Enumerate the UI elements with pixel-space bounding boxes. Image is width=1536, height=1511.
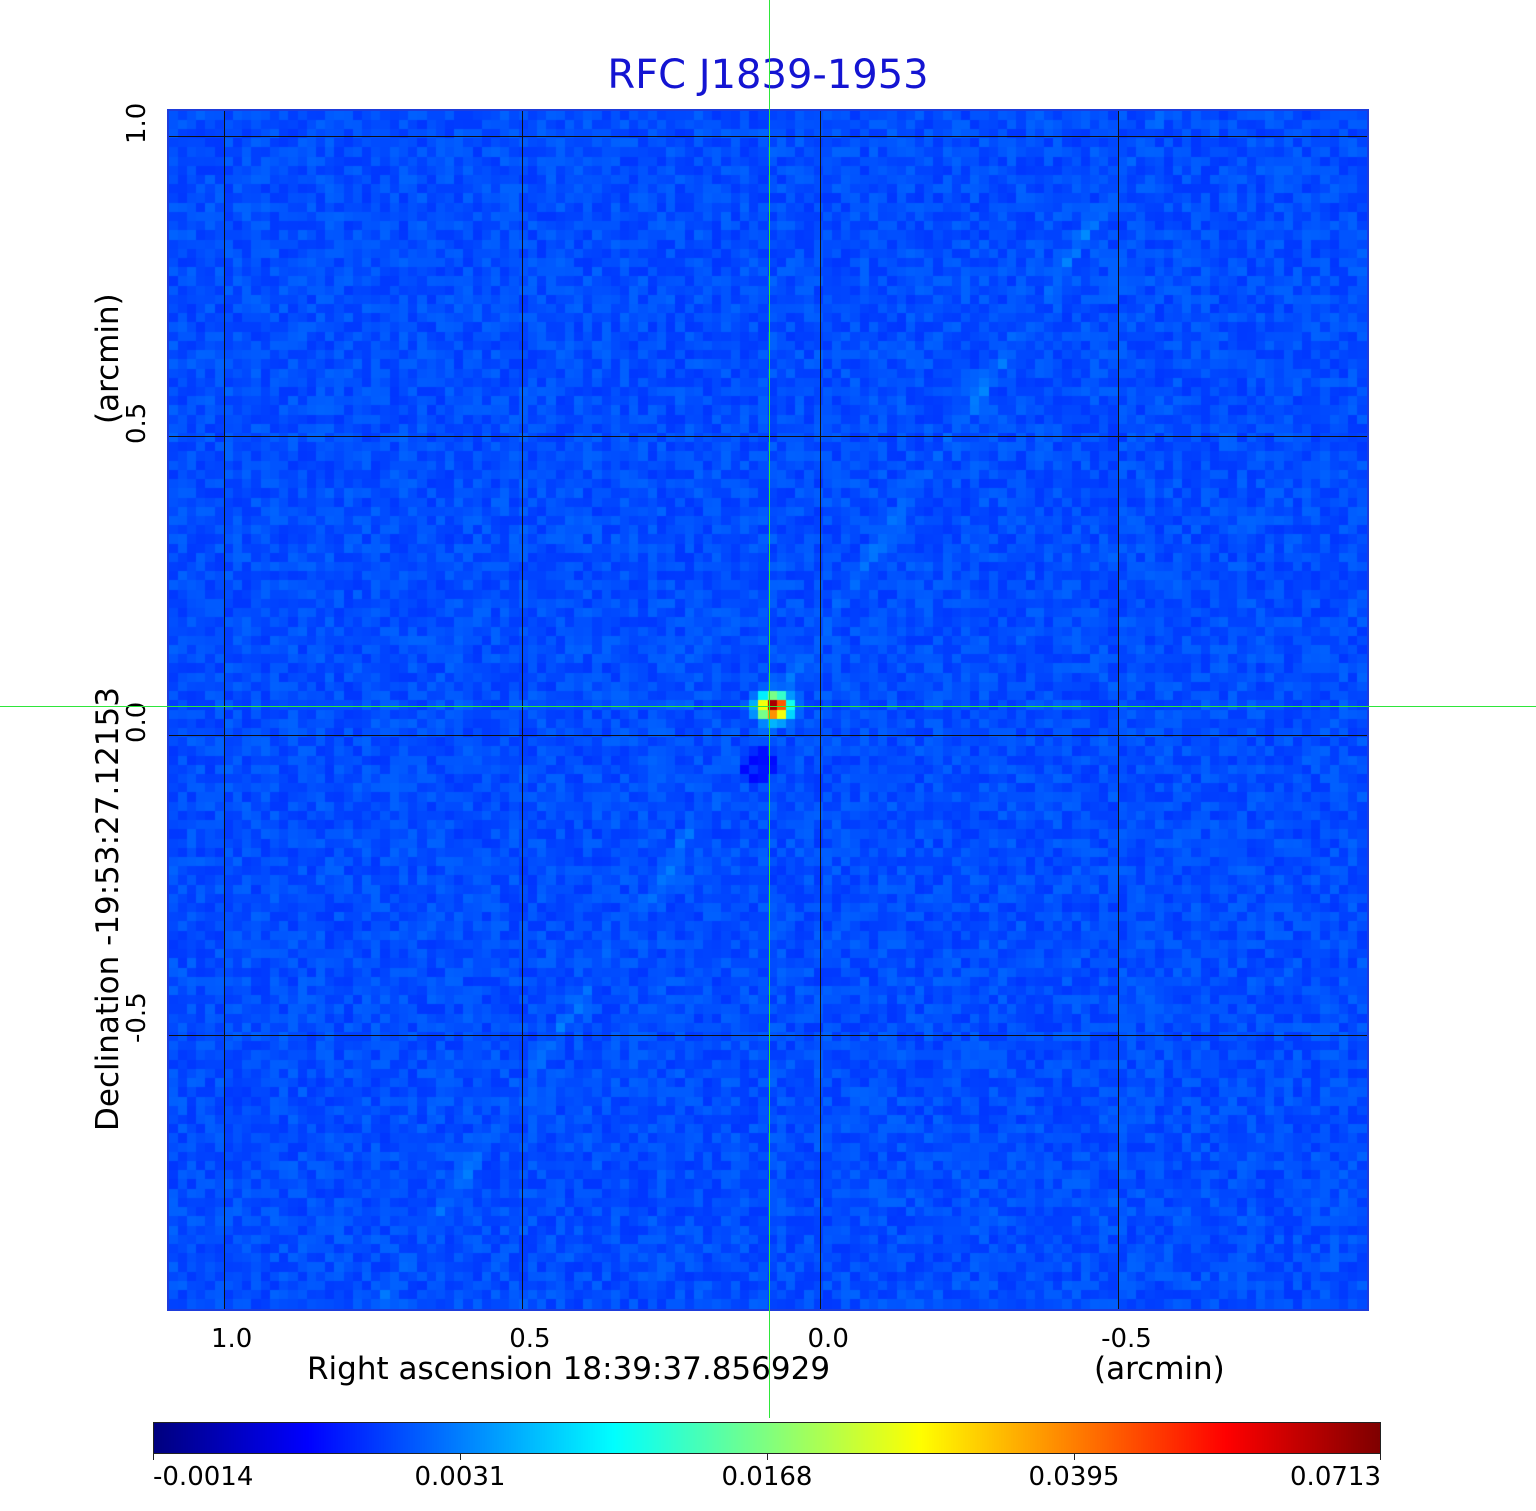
x-tick-label: 1.0 (210, 1324, 253, 1354)
grid-line-vertical (521, 111, 523, 1309)
grid-line-horizontal (169, 135, 1367, 137)
crosshair-vertical-line (769, 0, 770, 1418)
grid-line-vertical (820, 111, 822, 1309)
colorbar-tick (1074, 1454, 1075, 1460)
chart-title: RFC J1839-1953 (607, 52, 929, 98)
colorbar-tick (460, 1454, 461, 1460)
y-tick-label: -0.5 (122, 992, 152, 1044)
grid-line-horizontal (169, 1035, 1367, 1037)
grid-line-vertical (1118, 111, 1120, 1309)
image-plot-area[interactable] (167, 109, 1369, 1311)
colorbar (153, 1422, 1381, 1454)
colorbar-tick-label: 0.0031 (414, 1462, 506, 1492)
y-axis-label: Declination -19:53:27.12153 (90, 687, 126, 1131)
y-tick-label: 0.5 (122, 402, 152, 444)
grid-line-horizontal (169, 435, 1367, 437)
crosshair-horizontal-line (0, 706, 1536, 707)
y-tick-label: 1.0 (122, 102, 152, 144)
x-tick-label: -0.5 (1101, 1324, 1152, 1354)
colorbar-tick (767, 1454, 768, 1460)
x-axis-label: Right ascension 18:39:37.856929 (307, 1351, 831, 1387)
x-axis-unit: (arcmin) (1094, 1351, 1225, 1387)
colorbar-tick-label: 0.0395 (1028, 1462, 1120, 1492)
x-tick-label: 0.0 (807, 1324, 849, 1354)
grid-line-vertical (223, 111, 225, 1309)
y-axis-unit: (arcmin) (90, 293, 126, 424)
colorbar-tick (1380, 1454, 1381, 1460)
x-tick-label: 0.5 (509, 1324, 551, 1354)
colorbar-tick-label: -0.0014 (153, 1462, 254, 1492)
y-tick-label: 0.0 (122, 702, 152, 744)
colorbar-tick (153, 1454, 154, 1460)
heatmap-image (169, 111, 1367, 1309)
colorbar-tick-label: 0.0713 (1290, 1462, 1381, 1492)
grid-line-horizontal (169, 735, 1367, 737)
colorbar-tick-label: 0.0168 (721, 1462, 813, 1492)
